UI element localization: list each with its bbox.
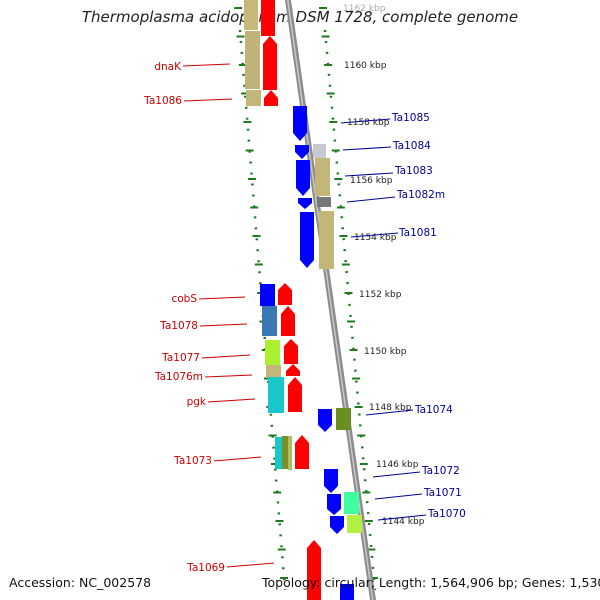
label-ta1076m: Ta1076m <box>154 371 203 383</box>
label-ta1081: Ta1081 <box>398 227 437 239</box>
leader-ta1077 <box>201 354 251 359</box>
cog-block-ta1082m <box>317 197 331 207</box>
leader-cobs <box>198 296 246 300</box>
leader-dnak <box>182 63 231 67</box>
cog-block-cobs <box>260 284 275 306</box>
leader-ta1071 <box>374 493 423 500</box>
label-ta1086: Ta1086 <box>143 95 182 107</box>
scale-label-1162: 1162 kbp <box>343 4 386 14</box>
gene-block-top-red <box>261 0 275 36</box>
leader-ta1082m <box>346 196 396 203</box>
scale-label-1158: 1158 kbp <box>347 118 390 128</box>
gene-cobs-arrow <box>278 283 292 305</box>
cog-block-ta1071 <box>344 492 359 514</box>
cog-block-ta1073-c <box>288 436 292 470</box>
leader-ta1084 <box>342 146 392 151</box>
label-ta1070: Ta1070 <box>427 508 466 520</box>
scale-label-1148: 1148 kbp <box>369 403 412 413</box>
gene-ta1078-arrow <box>281 306 295 336</box>
gene-ta1071-arrow <box>327 494 341 515</box>
leader-ta1069 <box>226 562 275 568</box>
cog-block-ta1073-b <box>282 436 288 469</box>
map-title: Thermoplasma acidophilum DSM 1728, compl… <box>81 8 519 26</box>
gene-dnak-arrow <box>263 36 277 90</box>
scale-label-1150: 1150 kbp <box>364 347 407 357</box>
label-ta1069: Ta1069 <box>186 562 225 574</box>
gene-ta1081-arrow <box>300 212 314 268</box>
label-ta1074: Ta1074 <box>414 404 453 416</box>
label-ta1071: Ta1071 <box>423 487 462 499</box>
gene-ta1083-arrow <box>296 160 310 196</box>
leader-ta1072 <box>372 471 421 478</box>
label-pgk: pgk <box>187 396 207 408</box>
leader-ta1083 <box>344 172 394 177</box>
scale-label-1154: 1154 kbp <box>354 233 397 243</box>
cog-block-ta1086 <box>246 90 261 106</box>
leader-ta1076m <box>204 374 253 378</box>
cog-block-ta1073-a <box>275 437 282 469</box>
label-ta1078: Ta1078 <box>159 320 198 332</box>
label-dnak: dnaK <box>154 61 182 73</box>
label-ta1084: Ta1084 <box>392 140 431 152</box>
cog-block-ta1070 <box>347 515 362 533</box>
cog-block-ta1084 <box>313 144 326 158</box>
leader-ta1074 <box>365 409 414 416</box>
cog-block-ta1076m <box>266 365 281 377</box>
cog-block-ta1081 <box>319 211 334 269</box>
gene-ta1076m-arrow <box>286 364 300 376</box>
leader-ta1081 <box>350 232 399 238</box>
cog-block-ta1078 <box>262 306 277 336</box>
label-cobs: cobS <box>171 293 197 305</box>
leader-ta1085 <box>340 118 391 124</box>
leader-ta1073 <box>213 456 262 462</box>
leader-ta1086 <box>183 98 233 102</box>
gene-pgk-arrow <box>288 377 302 412</box>
label-ta1072: Ta1072 <box>421 465 460 477</box>
cog-block-ta1083 <box>315 158 330 196</box>
gene-ta1082m-arrow <box>298 198 312 209</box>
scale-label-1144: 1144 kbp <box>382 517 425 527</box>
genome-summary: Topology: circular; Length: 1,564,906 bp… <box>262 575 600 590</box>
scale-labels: 1162 kbp 1160 kbp 1158 kbp 1156 kbp 1154… <box>343 4 425 527</box>
gene-ta1069-arrow <box>307 540 321 600</box>
label-ta1083: Ta1083 <box>394 165 433 177</box>
label-ta1077: Ta1077 <box>161 352 200 364</box>
right-gene-labels: Ta1085 Ta1084 Ta1083 Ta1082m Ta1081 Ta10… <box>340 112 466 521</box>
gene-ta1086-arrow <box>264 90 278 106</box>
cog-block-dnak <box>245 31 260 89</box>
cog-block-top-left <box>244 0 258 30</box>
right-cog-blocks <box>313 144 362 533</box>
label-ta1085: Ta1085 <box>391 112 430 124</box>
gene-ta1070-arrow <box>330 516 344 534</box>
scale-label-1160: 1160 kbp <box>344 61 387 71</box>
label-ta1082m: Ta1082m <box>396 189 445 201</box>
left-gene-labels: dnaK Ta1086 cobS Ta1078 Ta1077 Ta1076m p… <box>143 61 275 574</box>
cog-block-ta1074 <box>336 408 351 430</box>
scale-label-1152: 1152 kbp <box>359 290 402 300</box>
accession-label: Accession: NC_002578 <box>9 575 152 590</box>
gene-ta1077-arrow <box>284 339 298 364</box>
cog-block-ta1077 <box>265 340 280 365</box>
leader-pgk <box>207 398 256 403</box>
minus-strand-genes <box>261 0 321 600</box>
gene-block-bottom-blue <box>340 584 354 600</box>
plus-strand-genes <box>293 106 354 600</box>
gene-ta1084-arrow <box>295 145 309 159</box>
gene-ta1074-arrow <box>318 409 332 432</box>
major-ticks-right <box>319 7 378 579</box>
gene-ta1073-arrow <box>295 435 309 469</box>
scale-label-1146: 1146 kbp <box>376 460 419 470</box>
gene-ta1085-arrow <box>293 106 307 141</box>
leader-ta1078 <box>199 323 248 327</box>
cog-block-pgk <box>268 377 284 413</box>
label-ta1073: Ta1073 <box>173 455 212 467</box>
scale-label-1156: 1156 kbp <box>350 176 393 186</box>
left-cog-blocks <box>244 0 292 470</box>
leader-ta1070 <box>377 514 427 521</box>
gene-ta1072-arrow <box>324 469 338 493</box>
